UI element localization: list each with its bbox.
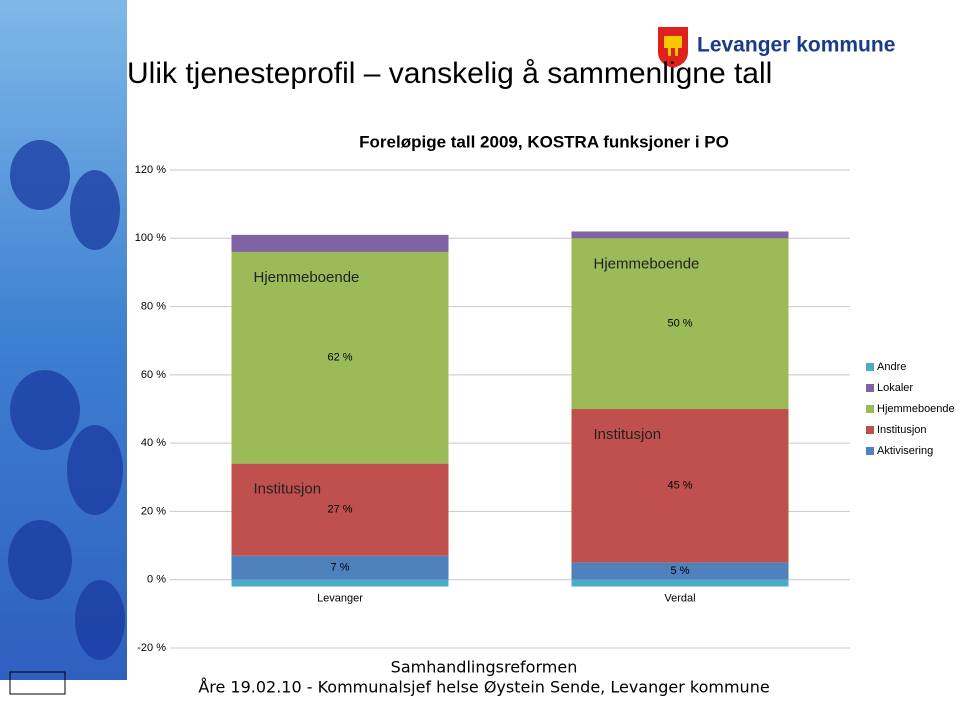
annotation: Institusjon: [254, 481, 322, 498]
legend-swatch: [866, 426, 874, 434]
x-tick-label: Levanger: [317, 593, 363, 605]
bar-segment: [571, 231, 789, 239]
y-tick-label: 120 %: [135, 164, 166, 176]
legend-label: Hjemmeboende: [877, 403, 955, 415]
data-label: 7 %: [331, 562, 350, 574]
y-tick-label: 80 %: [141, 300, 166, 312]
data-label: 5 %: [671, 565, 690, 577]
bar-segment: [571, 579, 789, 587]
bar-segment: [571, 562, 789, 580]
bar-segment: [231, 555, 449, 580]
logo-text: Levanger kommune: [697, 34, 895, 57]
bar-segment: [231, 234, 449, 252]
legend-swatch: [866, 384, 874, 392]
chart-title: Foreløpige tall 2009, KOSTRA funksjoner …: [359, 132, 729, 151]
legend-label: Andre: [877, 361, 906, 373]
annotation: Hjemmeboende: [594, 255, 700, 272]
footer-icon: [9, 671, 66, 695]
y-tick-label: 40 %: [141, 437, 166, 449]
bar-segment: [571, 238, 789, 409]
legend-label: Aktivisering: [877, 445, 933, 457]
legend-label: Institusjon: [877, 424, 927, 436]
annotation: Institusjon: [594, 426, 662, 443]
y-tick-label: 100 %: [135, 232, 166, 244]
legend-label: Lokaler: [877, 382, 913, 394]
y-tick-label: 20 %: [141, 505, 166, 517]
annotation: Hjemmeboende: [254, 269, 360, 286]
decor-horses: [8, 140, 125, 660]
y-tick-label: 0 %: [147, 574, 166, 586]
footer-line: Åre 19.02.10 - Kommunalsjef helse Øystei…: [198, 678, 769, 697]
bar-segment: [231, 463, 449, 556]
x-tick-label: Verdal: [664, 593, 695, 605]
data-label: 50 %: [667, 318, 692, 330]
logo: [658, 27, 688, 68]
legend-swatch: [866, 447, 874, 455]
legend-swatch: [866, 363, 874, 371]
bar-segment: [231, 579, 449, 587]
bar-segment: [571, 409, 789, 563]
slide-title: Ulik tjenesteprofil – vanskelig å sammen…: [127, 57, 772, 90]
y-tick-label: 60 %: [141, 369, 166, 381]
data-label: 27 %: [327, 504, 352, 516]
data-label: 62 %: [327, 352, 352, 364]
legend-swatch: [866, 405, 874, 413]
bar-segment: [231, 251, 449, 464]
y-tick-label: -20 %: [137, 642, 166, 654]
footer-line: Samhandlingsreformen: [391, 658, 578, 677]
data-label: 45 %: [667, 480, 692, 492]
